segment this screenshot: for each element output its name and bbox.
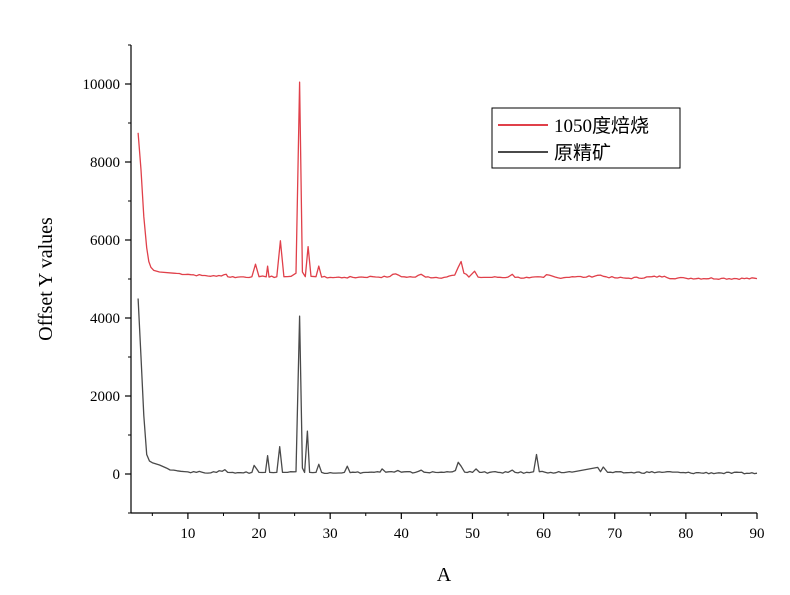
x-axis-title: A xyxy=(437,564,452,586)
y-tick-label: 8000 xyxy=(90,155,120,171)
y-tick-label: 6000 xyxy=(90,233,120,249)
x-tick-label: 40 xyxy=(394,526,409,542)
series-line-raw-concentrate xyxy=(137,298,758,475)
x-tick-label: 10 xyxy=(180,526,195,542)
y-tick-label: 10000 xyxy=(83,77,121,93)
x-tick-label: 70 xyxy=(607,526,622,542)
legend-label: 1050度焙烧 xyxy=(554,115,649,137)
legend-box xyxy=(491,107,681,169)
y-tick-label: 4000 xyxy=(90,311,120,327)
y-axis-ticks: 0 2000 4000 6000 8000 10000 xyxy=(83,44,131,514)
x-tick-label: 50 xyxy=(465,526,480,542)
y-axis-title: Offset Y values xyxy=(35,217,57,341)
series-line-roasted xyxy=(137,81,758,281)
axes: 10 20 30 40 50 60 70 80 90 0 2000 4000 6000 8000 1000… xyxy=(83,44,765,542)
x-tick-label: 30 xyxy=(323,526,338,542)
x-tick-label: 20 xyxy=(252,526,267,542)
x-axis-ticks: 10 20 30 40 50 60 70 80 90 xyxy=(151,513,765,542)
plot-area xyxy=(137,81,758,475)
y-tick-label: 2000 xyxy=(90,389,120,405)
x-tick-label: 80 xyxy=(678,526,693,542)
x-tick-label: 60 xyxy=(536,526,551,542)
x-tick-label: 90 xyxy=(750,526,765,542)
y-tick-label: 0 xyxy=(113,467,121,483)
legend-label: 原精矿 xyxy=(554,142,611,164)
